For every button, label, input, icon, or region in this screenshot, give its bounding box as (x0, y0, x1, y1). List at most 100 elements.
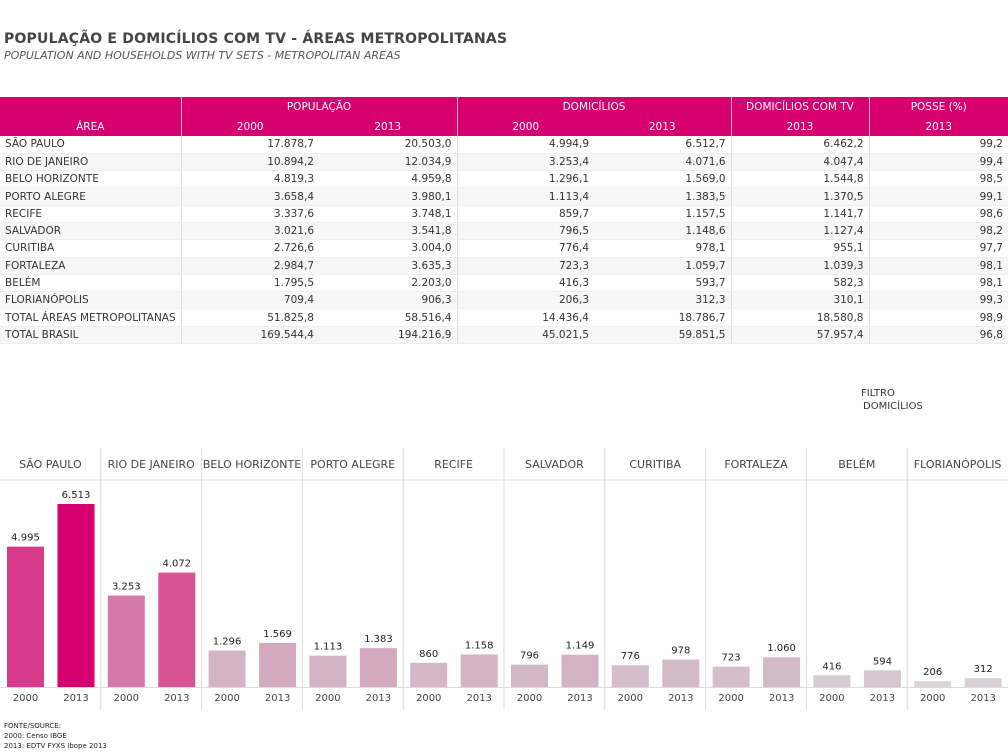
table-row: CURITIBA 2.726,6 3.004,0 776,4 978,1 955,1 97,… (0, 239, 1008, 258)
table-cell: 4.819,3 (180, 170, 319, 189)
table-cell: 1.157,5 (594, 205, 731, 223)
bar[interactable] (611, 665, 649, 687)
bar[interactable] (813, 675, 851, 687)
bar[interactable] (208, 650, 246, 687)
category-label: FORTALEZA (724, 458, 788, 471)
area-name: SÃO PAULO (0, 136, 181, 154)
year-label: 2013 (668, 693, 693, 704)
value-label: 312 (974, 664, 993, 675)
value-label: 1.383 (364, 634, 393, 645)
bar[interactable] (511, 664, 548, 687)
bar[interactable] (158, 572, 196, 687)
area-name: RECIFE (0, 205, 181, 223)
bar[interactable] (309, 655, 347, 687)
table-cell: 4.959,8 (319, 170, 457, 189)
table-cell: 59.851,5 (594, 326, 731, 345)
table-cell: 45.021,5 (456, 326, 594, 345)
table-cell: 3.337,6 (180, 205, 319, 223)
table-cell: 96,8 (868, 326, 1008, 345)
table-cell: 6.462,2 (730, 136, 869, 154)
bar[interactable] (914, 681, 952, 687)
table-cell: 1.141,7 (730, 205, 869, 223)
area-name: FORTALEZA (0, 257, 181, 275)
area-name: FLORIANÓPOLIS (0, 291, 181, 310)
year-label: 2013 (970, 693, 995, 704)
table-cell: 99,3 (868, 291, 1008, 310)
category-label: CURITIBA (629, 458, 681, 471)
table-header-blank (0, 97, 181, 117)
area-name: PORTO ALEGRE (0, 187, 181, 206)
table-row: TOTAL BRASIL 169.544,4 194.216,9 45.021,5 59… (0, 326, 1008, 345)
table-cell: 20.503,0 (319, 136, 457, 154)
table-row: SALVADOR 3.021,6 3.541,8 796,5 1.148,6 1.127,… (0, 222, 1008, 241)
table-cell: 4.047,4 (730, 153, 869, 172)
table-body: SÃO PAULO 17.878,7 20.503,0 4.994,9 6.512,7 6… (0, 136, 1008, 345)
filter-title: FILTRO (861, 388, 895, 399)
table-cell: 796,5 (456, 222, 594, 241)
bar[interactable] (763, 657, 801, 687)
value-label: 416 (822, 661, 841, 672)
source-line-2013: 2013: EDTV FYXS Ibope 2013 (4, 742, 107, 750)
category-label: BELÉM (838, 458, 875, 471)
bar[interactable] (410, 662, 448, 687)
category-label: SÃO PAULO (19, 458, 82, 471)
area-name: CURITIBA (0, 239, 181, 258)
table-cell: 194.216,9 (319, 326, 457, 345)
bar[interactable] (712, 666, 750, 687)
bar[interactable] (863, 670, 901, 687)
bar[interactable] (460, 654, 498, 687)
table-cell: 6.512,7 (594, 136, 731, 154)
table-cell: 18.580,8 (730, 308, 869, 327)
value-label: 4.995 (11, 533, 40, 544)
header-year: 2000 (456, 117, 594, 136)
table-cell: 310,1 (730, 291, 869, 310)
table-row: SÃO PAULO 17.878,7 20.503,0 4.994,9 6.512,7 6… (0, 136, 1008, 154)
bar[interactable] (662, 659, 700, 687)
table-cell: 97,7 (868, 239, 1008, 258)
year-label: 2013 (366, 693, 391, 704)
table-cell: 98,2 (868, 222, 1008, 241)
table-row: BELO HORIZONTE 4.819,3 4.959,8 1.296,1 1.569… (0, 170, 1008, 189)
header-posse: POSSE (%) (868, 97, 1008, 117)
table-cell: 1.113,4 (456, 187, 594, 206)
year-label: 2013 (769, 693, 794, 704)
bar[interactable] (259, 642, 297, 687)
table-row: FORTALEZA 2.984,7 3.635,3 723,3 1.059,7 1.039… (0, 257, 1008, 275)
table-cell: 978,1 (594, 239, 731, 258)
table-year-header-row: ÁREA 2000 2013 2000 2013 2013 2013 (0, 117, 1008, 136)
category-label: BELO HORIZONTE (203, 458, 301, 471)
table-cell: 3.004,0 (319, 239, 457, 258)
year-label: 2013 (567, 693, 592, 704)
area-name: TOTAL ÁREAS METROPOLITANAS (0, 308, 181, 327)
bar[interactable] (57, 504, 95, 687)
year-label: 2000 (416, 693, 441, 704)
table-cell: 1.370,5 (730, 187, 869, 206)
value-label: 594 (873, 656, 892, 667)
table-cell: 98,1 (868, 274, 1008, 293)
category-label: PORTO ALEGRE (310, 458, 395, 471)
year-label: 2000 (618, 693, 643, 704)
value-label: 4.072 (162, 559, 191, 570)
year-label: 2013 (164, 693, 189, 704)
table-cell: 723,3 (456, 257, 594, 275)
filter-label[interactable]: FILTRO DOMICÍLIOS (861, 387, 923, 413)
year-label: 2000 (114, 693, 139, 704)
table-row: PORTO ALEGRE 3.658,4 3.980,1 1.113,4 1.383,5… (0, 187, 1008, 206)
value-label: 860 (419, 649, 438, 660)
table-cell: 99,4 (868, 153, 1008, 172)
bar[interactable] (359, 648, 397, 687)
bar[interactable] (964, 678, 1002, 687)
category-label: RIO DE JANEIRO (108, 458, 196, 471)
table-cell: 1.544,8 (730, 170, 869, 189)
table-cell: 98,6 (868, 205, 1008, 223)
value-label: 1.113 (314, 642, 343, 653)
table-cell: 906,3 (319, 291, 457, 310)
bar[interactable] (561, 654, 599, 687)
bar[interactable] (7, 546, 44, 687)
value-label: 1.158 (465, 640, 494, 651)
value-label: 1.060 (767, 643, 796, 654)
header-area: ÁREA (0, 117, 181, 136)
bar[interactable] (107, 595, 145, 687)
table-cell: 416,3 (456, 274, 594, 293)
source-line-2000: 2000: Censo IBGE (4, 732, 67, 740)
